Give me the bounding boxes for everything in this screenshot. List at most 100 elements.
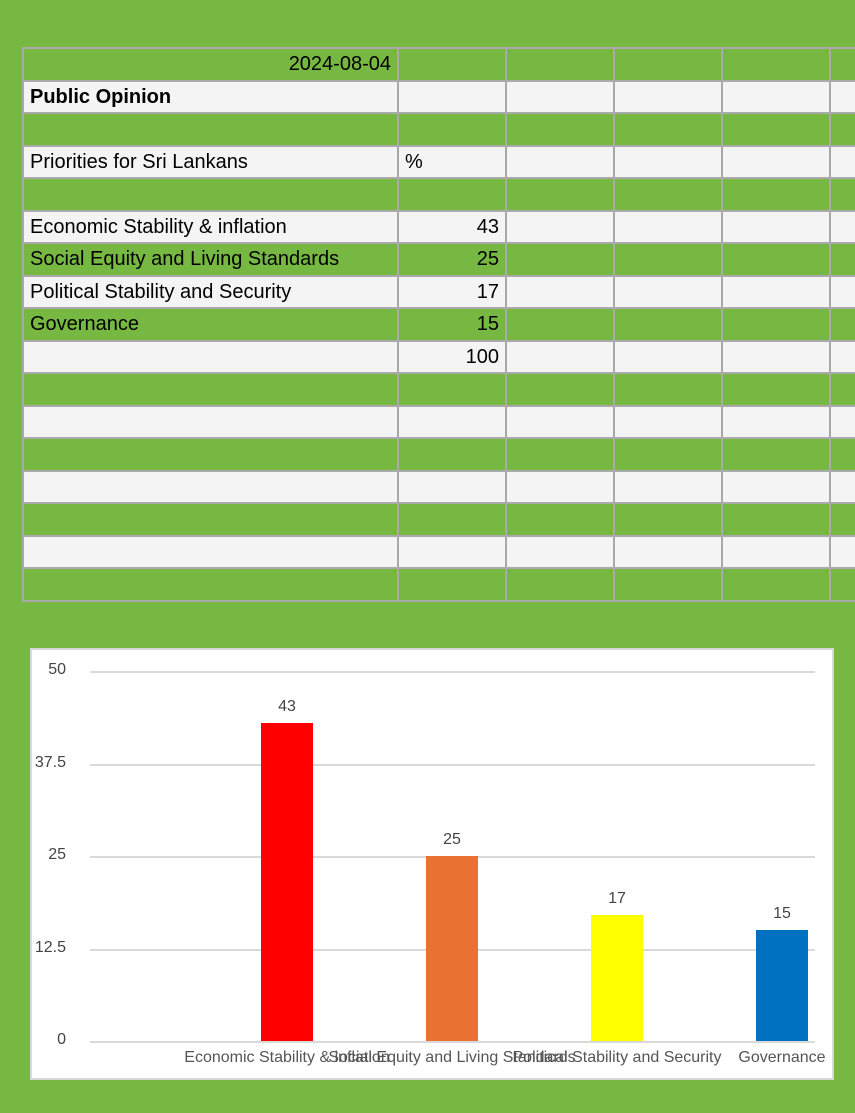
table-cell[interactable] xyxy=(831,374,855,407)
table-cell[interactable] xyxy=(399,504,507,537)
table-cell[interactable] xyxy=(24,504,399,537)
table-cell[interactable] xyxy=(615,439,723,472)
table-cell[interactable] xyxy=(831,49,855,82)
table-cell[interactable] xyxy=(723,504,831,537)
table-cell[interactable] xyxy=(723,179,831,212)
table-cell[interactable] xyxy=(24,179,399,212)
table-cell[interactable] xyxy=(831,211,855,244)
table-cell[interactable] xyxy=(507,471,615,504)
table-cell[interactable] xyxy=(507,374,615,407)
table-cell[interactable] xyxy=(723,341,831,374)
table-cell[interactable] xyxy=(615,179,723,212)
table-cell[interactable] xyxy=(615,406,723,439)
bar[interactable] xyxy=(591,915,643,1041)
table-cell[interactable] xyxy=(24,471,399,504)
table-cell[interactable] xyxy=(24,569,399,602)
table-cell[interactable] xyxy=(615,309,723,342)
table-cell[interactable] xyxy=(507,406,615,439)
table-cell[interactable] xyxy=(399,374,507,407)
table-cell[interactable] xyxy=(723,439,831,472)
table-cell[interactable] xyxy=(507,81,615,114)
table-cell[interactable] xyxy=(399,406,507,439)
table-cell[interactable] xyxy=(24,374,399,407)
table-cell[interactable] xyxy=(507,341,615,374)
table-cell[interactable] xyxy=(507,49,615,82)
table-cell[interactable] xyxy=(615,146,723,179)
table-cell[interactable] xyxy=(615,244,723,277)
table-cell[interactable] xyxy=(723,471,831,504)
table-cell[interactable] xyxy=(831,341,855,374)
table-cell[interactable] xyxy=(831,439,855,472)
table-cell[interactable] xyxy=(615,81,723,114)
table-cell[interactable]: 2024-08-04 xyxy=(24,49,399,82)
table-cell[interactable] xyxy=(831,146,855,179)
bar[interactable] xyxy=(426,856,478,1041)
table-cell[interactable] xyxy=(615,49,723,82)
table-cell[interactable] xyxy=(507,569,615,602)
table-cell[interactable] xyxy=(723,81,831,114)
table-cell[interactable] xyxy=(615,374,723,407)
table-cell[interactable] xyxy=(615,504,723,537)
table-cell[interactable] xyxy=(399,179,507,212)
table-cell[interactable] xyxy=(507,244,615,277)
table-cell[interactable]: 15 xyxy=(399,309,507,342)
table-cell[interactable] xyxy=(507,309,615,342)
table-cell[interactable] xyxy=(831,114,855,147)
table-cell[interactable]: Public Opinion xyxy=(24,81,399,114)
table-cell[interactable]: 25 xyxy=(399,244,507,277)
table-cell[interactable]: 17 xyxy=(399,276,507,309)
table-cell[interactable] xyxy=(615,276,723,309)
table-cell[interactable]: Political Stability and Security xyxy=(24,276,399,309)
table-cell[interactable] xyxy=(507,114,615,147)
table-cell[interactable] xyxy=(24,406,399,439)
table-cell[interactable] xyxy=(723,114,831,147)
table-cell[interactable] xyxy=(723,309,831,342)
table-cell[interactable]: 100 xyxy=(399,341,507,374)
table-cell[interactable] xyxy=(831,244,855,277)
table-cell[interactable] xyxy=(399,439,507,472)
table-cell[interactable] xyxy=(24,536,399,569)
table-cell[interactable] xyxy=(831,536,855,569)
table-cell[interactable] xyxy=(723,569,831,602)
table-cell[interactable] xyxy=(615,569,723,602)
table-cell[interactable] xyxy=(831,276,855,309)
table-cell[interactable] xyxy=(615,471,723,504)
table-cell[interactable] xyxy=(831,406,855,439)
table-cell[interactable]: % xyxy=(399,146,507,179)
table-cell[interactable] xyxy=(831,81,855,114)
table-cell[interactable] xyxy=(507,504,615,537)
table-cell[interactable] xyxy=(831,471,855,504)
table-cell[interactable] xyxy=(399,81,507,114)
table-cell[interactable] xyxy=(507,536,615,569)
table-cell[interactable] xyxy=(723,536,831,569)
bar-chart[interactable]: 0 12.5 25 37.5 50 43 Economic Stability & infl… xyxy=(30,648,834,1080)
table-cell[interactable] xyxy=(723,49,831,82)
table-cell[interactable] xyxy=(831,179,855,212)
table-cell[interactable] xyxy=(723,276,831,309)
table-cell[interactable] xyxy=(615,211,723,244)
table-cell[interactable]: Economic Stability & inflation xyxy=(24,211,399,244)
table-cell[interactable] xyxy=(831,309,855,342)
table-cell[interactable] xyxy=(399,569,507,602)
table-cell[interactable] xyxy=(723,146,831,179)
table-cell[interactable] xyxy=(615,536,723,569)
table-cell[interactable]: Governance xyxy=(24,309,399,342)
table-cell[interactable] xyxy=(24,114,399,147)
table-cell[interactable] xyxy=(723,244,831,277)
table-cell[interactable] xyxy=(831,569,855,602)
table-cell[interactable]: 43 xyxy=(399,211,507,244)
table-cell[interactable] xyxy=(24,341,399,374)
table-cell[interactable] xyxy=(507,439,615,472)
table-cell[interactable]: Social Equity and Living Standards xyxy=(24,244,399,277)
table-cell[interactable] xyxy=(723,211,831,244)
bar[interactable] xyxy=(756,930,808,1041)
table-cell[interactable] xyxy=(399,471,507,504)
table-cell[interactable] xyxy=(507,211,615,244)
table-cell[interactable]: Priorities for Sri Lankans xyxy=(24,146,399,179)
table-cell[interactable] xyxy=(24,439,399,472)
table-cell[interactable] xyxy=(831,504,855,537)
table-cell[interactable] xyxy=(399,49,507,82)
table-cell[interactable] xyxy=(507,146,615,179)
table-cell[interactable] xyxy=(399,114,507,147)
table-cell[interactable] xyxy=(723,374,831,407)
